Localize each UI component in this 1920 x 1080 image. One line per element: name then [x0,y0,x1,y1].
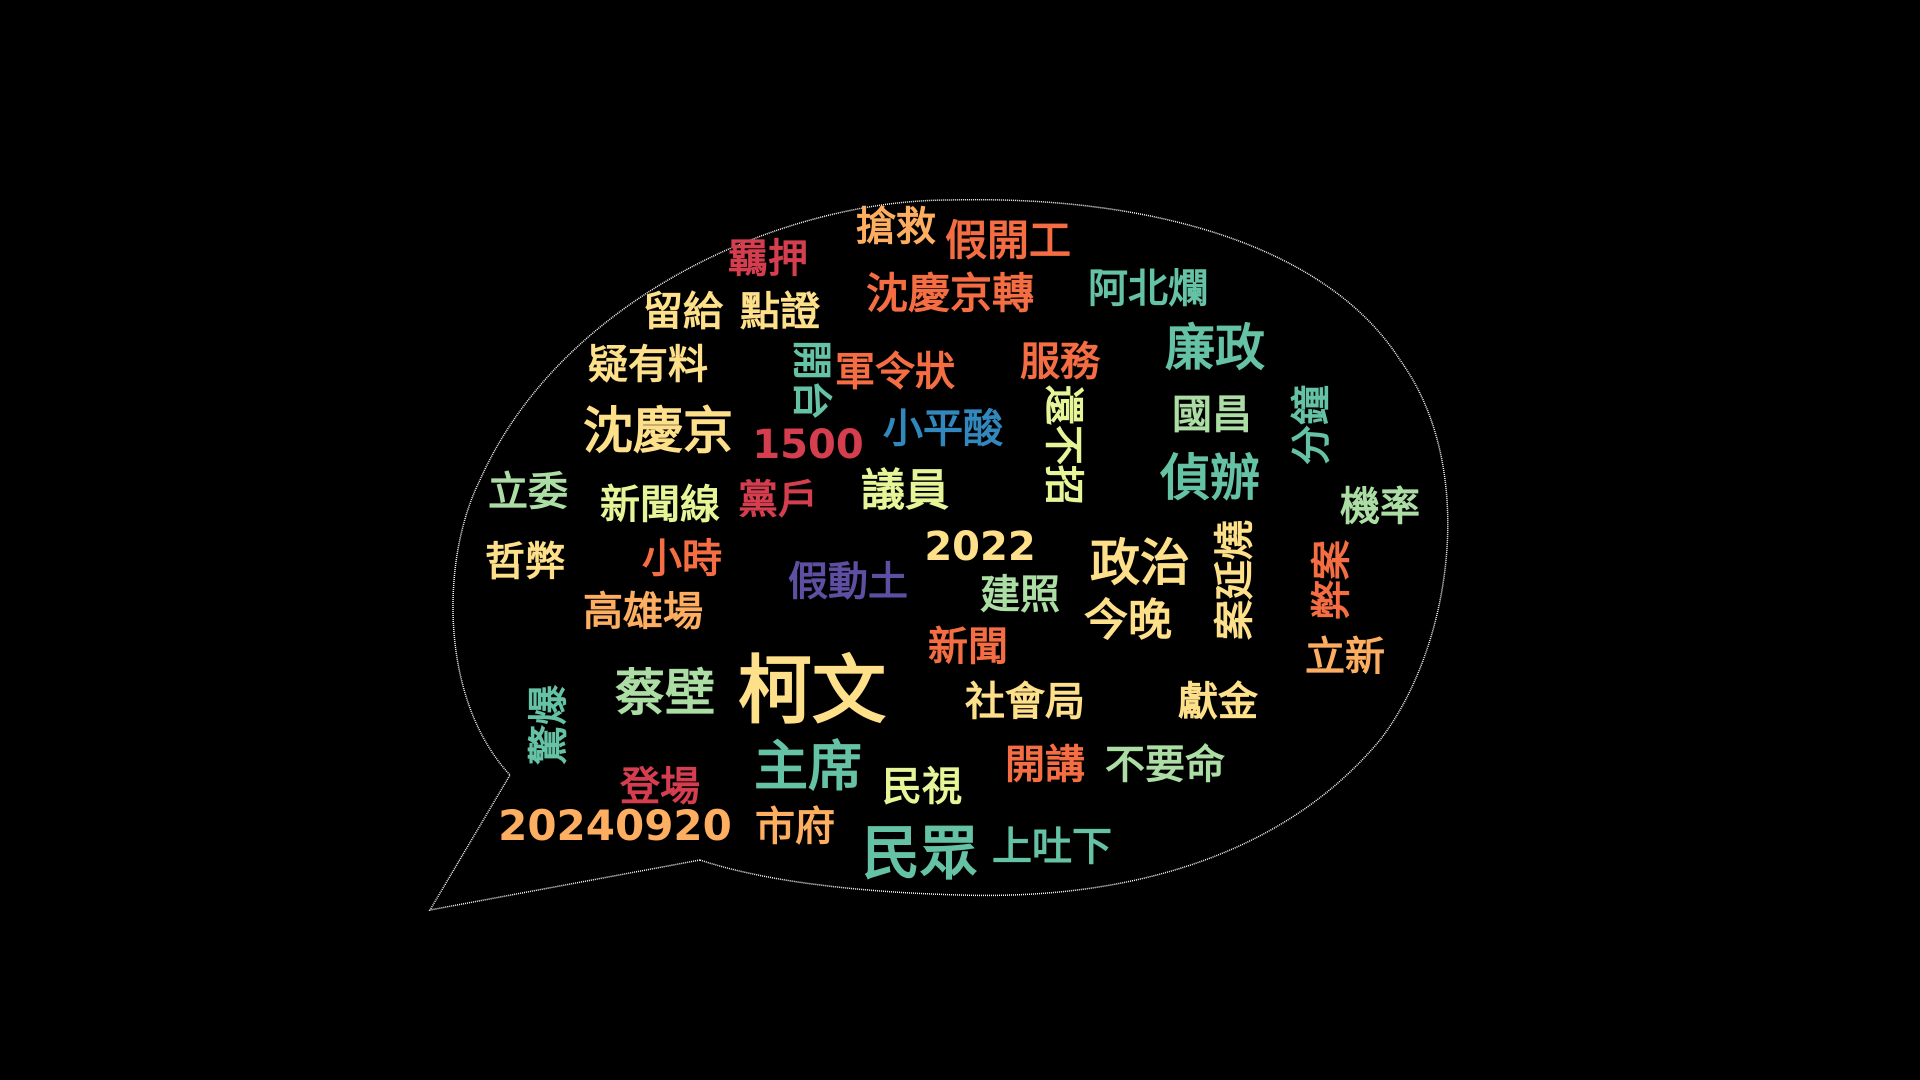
word-buyaoming: 不要命 [1105,742,1225,788]
word-jinwan: 今晚 [1084,595,1172,646]
word-caibi: 蔡壁 [615,664,715,722]
word-jingbao: 驚爆 [526,684,572,765]
word-fuwu: 服務 [1020,339,1101,385]
word-junlingzhuang: 軍令狀 [835,349,955,395]
word-yiyuan: 議員 [861,465,949,516]
word-kaijiang: 開講 [1005,742,1085,788]
word-dianzheng: 點證 [740,289,821,335]
word-abeilan: 阿北爛 [1088,266,1208,312]
word-guochang: 國昌 [1172,392,1252,438]
word-1500: 1500 [752,422,863,468]
word-minshi: 民視 [882,764,962,810]
word-shangtuxia: 上吐下 [992,824,1112,870]
word-dengchang: 登場 [619,764,700,810]
word-fenzhong: 分鐘 [1289,385,1335,465]
word-liwei: 立委 [488,469,568,515]
word-liugei: 留給 [643,289,724,335]
word-lixin: 立新 [1305,634,1385,680]
word-zhenban: 偵辦 [1159,449,1260,507]
word-2022: 2022 [924,524,1035,570]
word-group: 柯文 民眾 主席 沈慶京 蔡壁 政治 偵辦 廉政 沈慶京轉 假開工 搶救 羈押 … [485,204,1420,887]
word-xinwen: 新聞 [928,624,1008,670]
word-lianzheng: 廉政 [1165,319,1265,377]
word-zhuxi: 主席 [754,735,862,798]
speech-bubble-outline [428,198,1449,912]
word-shenqingjingzhuan: 沈慶京轉 [866,269,1034,318]
word-zhengzhi: 政治 [1090,534,1190,592]
word-shifu: 市府 [755,804,835,850]
word-jianzhao: 建照 [980,572,1060,618]
word-shehuiju: 社會局 [965,679,1085,725]
word-kaitai: 開台 [788,340,834,420]
word-shenqingjing: 沈慶京 [583,402,733,460]
word-xianjin: 獻金 [1178,679,1259,725]
word-xiaoshi: 小時 [642,536,722,582]
word-zhebi: 哲弊 [485,539,565,585]
word-danghu: 黨戶 [738,477,818,523]
word-anyanshao: 案延燒 [1212,520,1258,640]
word-jiakaigong: 假開工 [945,216,1071,265]
word-jilv: 機率 [1340,484,1420,530]
word-qiangjiu: 搶救 [856,204,936,250]
word-kewen: 柯文 [738,648,886,734]
word-xiaopingsuan: 小平酸 [883,406,1004,452]
word-biaan: 弊案 [1309,539,1355,620]
word-yiyouliao: 疑有料 [588,342,708,388]
word-20240920: 20240920 [498,801,732,850]
word-gaoxiongchang: 高雄場 [583,589,703,635]
word-minzhong: 民眾 [862,819,978,887]
word-jiya: 羈押 [728,236,808,282]
word-haibuzhao: 還不招 [1040,385,1086,505]
word-xinwenxian: 新聞線 [600,482,720,528]
word-jiadongtu: 假動土 [788,559,908,605]
